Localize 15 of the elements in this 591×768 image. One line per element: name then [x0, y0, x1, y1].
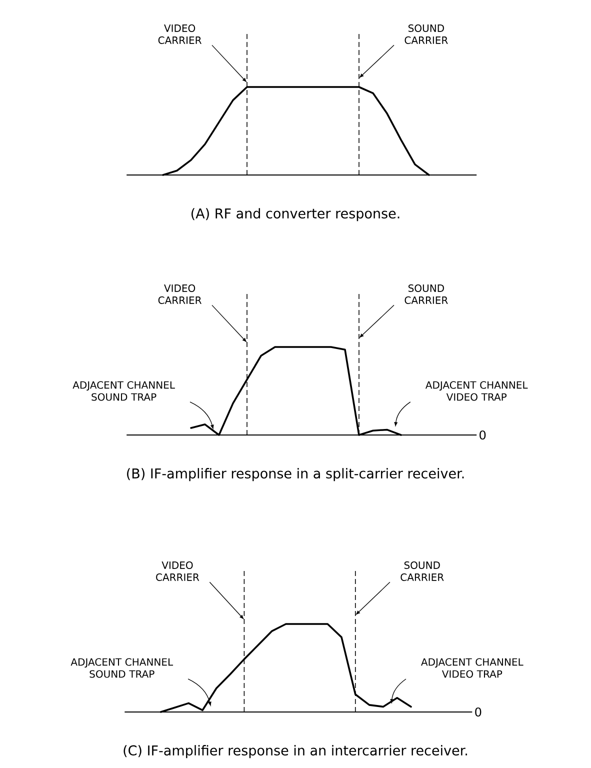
- annotation: ADJACENT CHANNEL SOUND TRAP: [70, 658, 174, 678]
- annotation: ADJACENT CHANNEL VIDEO TRAP: [421, 658, 524, 678]
- text: VIDEO CARRIER: [156, 561, 200, 581]
- text: VIDEO CARRIER: [158, 284, 202, 304]
- text: (C) IF-amplifier response in an intercarrier receiver.: [124, 745, 467, 758]
- text: 0: [480, 430, 486, 440]
- text: (A) RF and converter response.: [192, 208, 400, 222]
- text: SOUND CARRIER: [404, 24, 448, 44]
- annotation: ADJACENT CHANNEL SOUND TRAP: [72, 381, 175, 401]
- text: SOUND CARRIER: [404, 284, 448, 304]
- text: SOUND CARRIER: [400, 561, 444, 581]
- text: 0: [475, 707, 482, 717]
- text: VIDEO CARRIER: [158, 24, 202, 44]
- text: (B) IF-amplifier response in a split-carrier receiver.: [127, 468, 464, 482]
- annotation: ADJACENT CHANNEL VIDEO TRAP: [425, 381, 528, 401]
